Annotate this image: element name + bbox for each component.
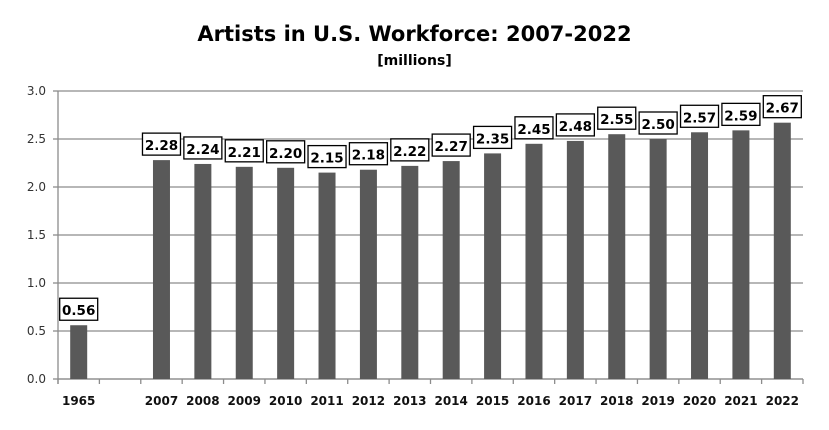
data-label-box — [224, 139, 264, 163]
bar — [359, 169, 377, 379]
x-tick-label: 2008 — [186, 394, 219, 408]
data-label: 0.56 — [62, 303, 95, 319]
bar — [442, 161, 460, 379]
x-tick-label: 2021 — [724, 394, 757, 408]
x-tick-label: 2011 — [310, 394, 343, 408]
data-label-box — [597, 106, 637, 130]
bar — [401, 165, 419, 379]
data-label-box — [721, 102, 761, 127]
x-tick-label: 2010 — [269, 394, 302, 408]
data-label: 2.67 — [766, 101, 799, 117]
bar — [649, 139, 667, 379]
x-tick-label: 2022 — [766, 394, 799, 408]
x-tick-label: 2015 — [476, 394, 509, 408]
data-label-box — [265, 140, 306, 164]
data-label: 2.55 — [600, 112, 633, 128]
data-label: 2.35 — [476, 131, 509, 147]
data-label: 2.28 — [145, 138, 178, 154]
data-label: 2.22 — [393, 144, 426, 160]
bar — [235, 166, 253, 379]
chart-subtitle: [millions] — [377, 53, 452, 69]
data-label: 2.50 — [641, 117, 674, 133]
data-label-box — [679, 104, 720, 128]
y-tick-label: 2.0 — [27, 180, 46, 194]
x-tick-label: 2007 — [145, 394, 178, 408]
data-label: 2.20 — [269, 146, 302, 162]
bar — [70, 325, 88, 379]
x-tick-label: 2014 — [434, 394, 467, 408]
bar — [732, 130, 750, 379]
y-tick-label: 1.0 — [27, 276, 46, 290]
y-tick-label: 0.5 — [27, 324, 46, 338]
x-tick-label: 2016 — [517, 394, 550, 408]
data-label: 2.15 — [310, 151, 343, 167]
data-label-box — [472, 125, 513, 150]
data-label-box — [59, 297, 99, 321]
data-label: 2.48 — [559, 119, 592, 135]
data-label-box — [307, 144, 347, 169]
x-tick-label: 2018 — [600, 394, 633, 408]
data-label-box — [141, 132, 182, 156]
x-tick-label: 2013 — [393, 394, 426, 408]
data-label: 2.57 — [683, 110, 716, 126]
data-label: 2.27 — [435, 139, 468, 155]
data-label: 2.18 — [352, 148, 385, 164]
data-label-box — [514, 116, 554, 140]
x-tick-label: 1965 — [62, 394, 95, 408]
bar — [608, 134, 626, 379]
bar — [152, 160, 170, 379]
bar — [194, 163, 212, 379]
x-tick-label: 2019 — [641, 394, 674, 408]
x-tick-label: 2020 — [683, 394, 716, 408]
bar — [525, 143, 543, 379]
x-tick-label: 2009 — [228, 394, 261, 408]
data-label-box — [431, 133, 471, 157]
bar — [691, 132, 709, 379]
bar — [773, 122, 791, 380]
data-label-box — [762, 95, 802, 119]
data-label: 2.21 — [228, 145, 261, 161]
bar — [318, 172, 336, 379]
data-label-box — [348, 142, 389, 166]
data-label: 2.24 — [186, 142, 219, 158]
data-label-box — [638, 111, 678, 135]
data-label-box — [183, 136, 223, 160]
x-tick-label: 2017 — [559, 394, 592, 408]
data-label-box — [390, 138, 430, 162]
x-tick-label: 2012 — [352, 394, 385, 408]
bar — [484, 153, 502, 379]
y-tick-label: 3.0 — [27, 84, 46, 98]
bar — [566, 140, 584, 379]
y-tick-label: 2.5 — [27, 132, 46, 146]
bar — [277, 167, 295, 379]
y-tick-label: 1.5 — [27, 228, 46, 242]
y-tick-label: 0.0 — [27, 372, 46, 386]
data-label-box — [555, 113, 596, 137]
chart-title: Artists in U.S. Workforce: 2007-2022 — [197, 22, 632, 46]
data-label: 2.59 — [724, 108, 757, 124]
data-label: 2.45 — [517, 122, 550, 138]
